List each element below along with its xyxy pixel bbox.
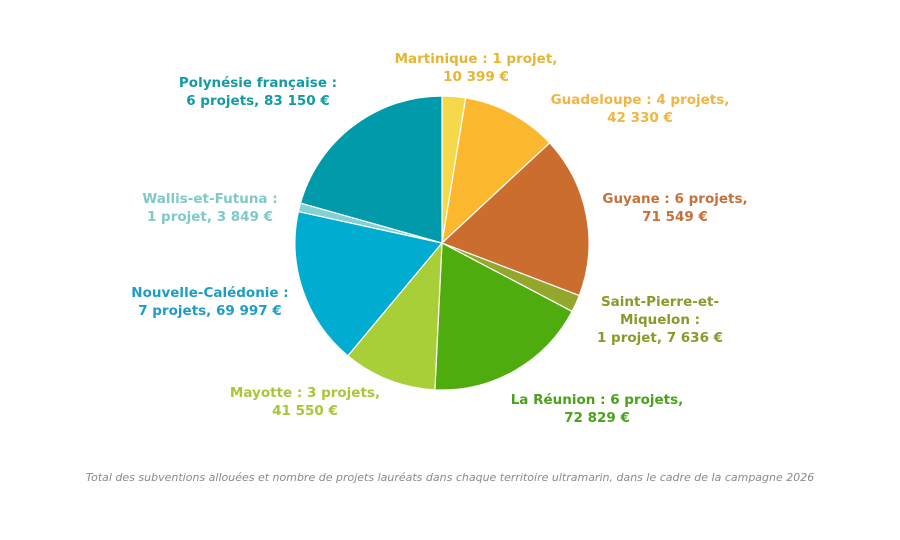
pie-labels: Martinique : 1 projet, 10 399 € Guadeloupe… — [131, 51, 747, 426]
data-label-mayotte: Mayotte : 3 projets, 41 550 € — [230, 385, 380, 419]
data-label-saint-pierre-et-miquelon: Saint-Pierre-et-Miquelon :1 projet, 7 63… — [597, 294, 723, 346]
chart-caption: Total des subventions allouées et nombre… — [85, 471, 815, 484]
pie-slice-guyane — [441, 142, 590, 297]
pie-slice-nouvelle-caledonie — [294, 210, 443, 357]
pie-slices — [294, 95, 590, 391]
pie-slice-la-reunion — [434, 242, 573, 391]
data-label-martinique: Martinique : 1 projet, 10 399 € — [395, 51, 558, 85]
pie-slice-guadeloupe — [441, 97, 551, 244]
pie-slice-mayotte — [347, 242, 443, 391]
data-label-nouvelle-caledonie: Nouvelle-Calédonie :7 projets, 69 997 € — [131, 285, 288, 319]
data-label-la-reunion: La Réunion : 6 projets, 72 829 € — [511, 392, 684, 426]
pie-slice-polynesie-francaise — [299, 95, 443, 244]
data-label-polynesie-francaise: Polynésie française :6 projets, 83 150 € — [179, 75, 337, 109]
data-label-guadeloupe: Guadeloupe : 4 projets, 42 330 € — [551, 92, 730, 126]
data-label-wallis-et-futuna: Wallis-et-Futuna :1 projet, 3 849 € — [142, 191, 277, 225]
data-label-guyane: Guyane : 6 projets, 71 549 € — [602, 191, 747, 225]
